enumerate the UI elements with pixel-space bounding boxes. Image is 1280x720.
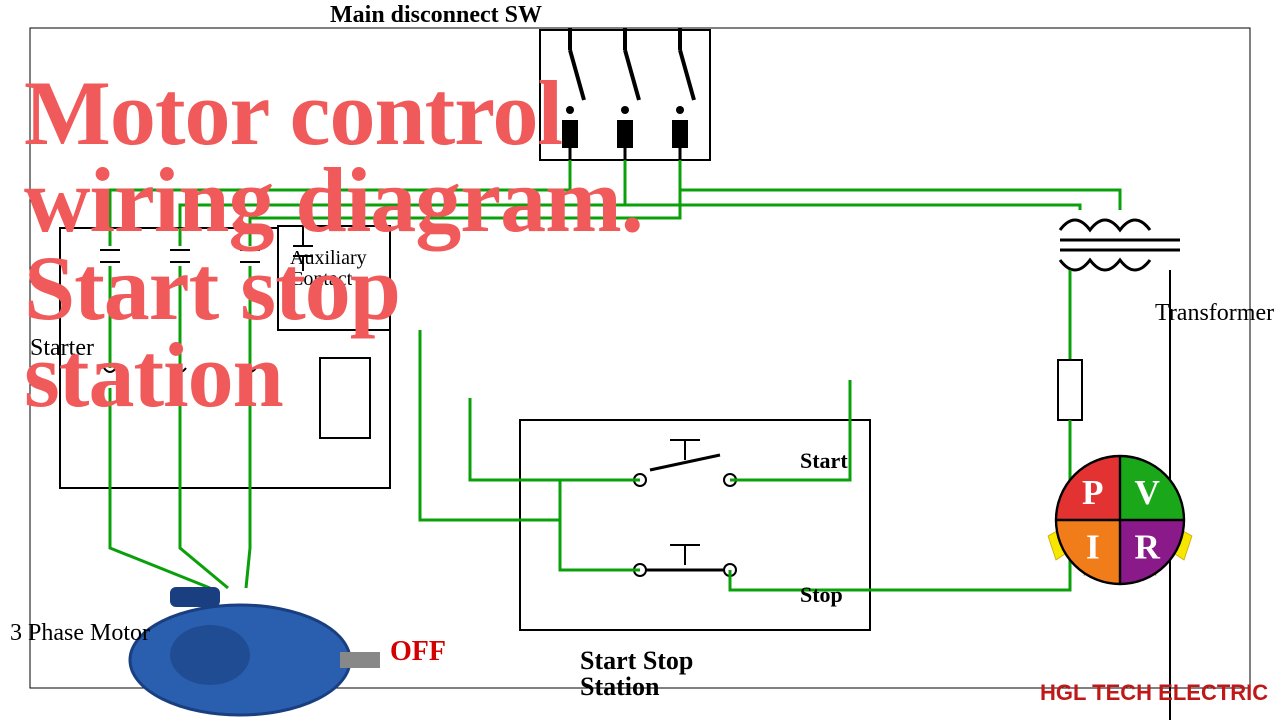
brand-text: HGL TECH ELECTRIC [1040,680,1268,706]
svg-text:P: P [1082,473,1104,512]
label-off: OFF [390,636,446,668]
label-main-disconnect: Main disconnect SW [330,2,542,29]
svg-text:R: R [1134,527,1160,566]
svg-text:I: I [1086,527,1100,566]
overlay-title: Motor control wiring diagram. Start stop… [24,70,664,420]
label-transformer: Transformer [1155,300,1274,327]
label-start-stop-station: Start Stop Station [580,648,750,700]
brand-logo: PVIR [1040,440,1200,600]
label-3phase-motor: 3 Phase Motor [10,620,150,647]
svg-text:V: V [1134,473,1160,512]
label-start: Start [800,448,848,474]
label-stop: Stop [800,582,843,608]
